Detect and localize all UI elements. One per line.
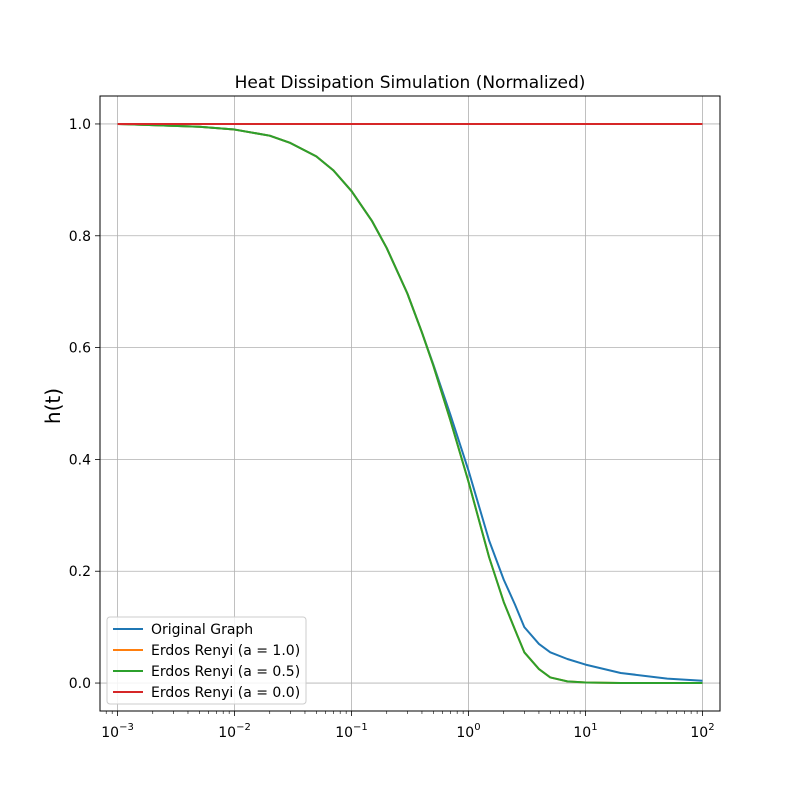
x-tick-base: 10 [218,725,236,741]
y-axis-label: h(t) [41,388,65,424]
legend-label: Erdos Renyi (a = 1.0) [151,643,300,659]
legend-label: Erdos Renyi (a = 0.0) [151,685,300,701]
x-tick-base: 10 [335,725,353,741]
y-tick-label: 0.8 [69,229,91,245]
y-axis: 0.0 0.2 0.4 0.6 0.8 1.0 [69,117,100,692]
plot-lines [117,122,703,685]
chart-title: Heat Dissipation Simulation (Normalized) [235,73,586,93]
x-tick-exponent: −2 [236,722,251,733]
x-tick-label: 10−2 [218,722,251,741]
series-line [117,122,703,685]
legend: Original Graph Erdos Renyi (a = 1.0) Erdos… [106,616,307,705]
y-tick-label: 0.0 [69,676,91,692]
x-axis: 10−3 10−2 10−1 100 101 102 [101,711,715,741]
y-tick-label: 0.2 [69,564,91,580]
x-tick-exponent: −1 [353,722,368,733]
legend-box [106,616,307,705]
x-tick-base: 10 [456,725,474,741]
x-tick-base: 10 [101,725,119,741]
x-tick-base: 10 [573,725,591,741]
x-tick-exponent: 1 [591,722,597,733]
y-tick-label: 0.6 [69,341,91,357]
x-tick-label: 101 [573,722,597,741]
x-tick-exponent: 0 [474,722,480,733]
y-tick-label: 0.4 [69,452,91,468]
x-tick-base: 10 [690,725,708,741]
grid [100,96,720,711]
x-tick-exponent: −3 [119,722,134,733]
plot-frame [99,95,721,712]
x-tick-exponent: 2 [708,722,714,733]
legend-label: Original Graph [151,622,253,638]
y-tick-label: 1.0 [69,117,91,133]
x-tick-label: 10−3 [101,722,134,741]
legend-label: Erdos Renyi (a = 0.5) [151,664,300,680]
x-tick-label: 10−1 [335,722,368,741]
x-tick-label: 102 [690,722,714,741]
x-tick-label: 100 [456,722,480,741]
